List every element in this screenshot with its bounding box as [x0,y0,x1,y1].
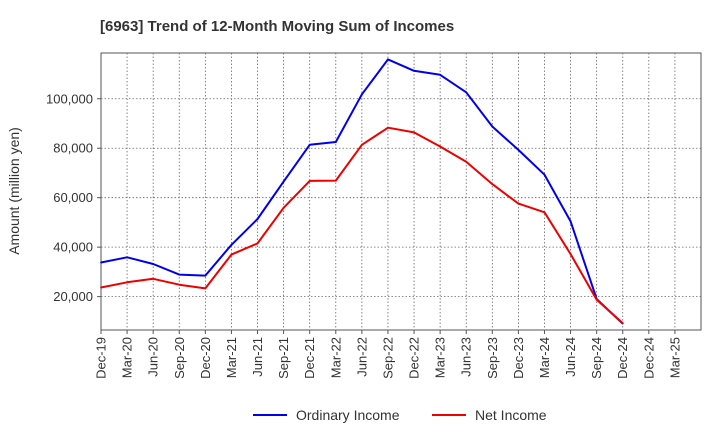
y-tick-label: 40,000 [53,240,93,255]
ordinary-income-point [282,180,285,183]
ordinary-income-legend-label: Ordinary Income [296,407,400,423]
ordinary-income-point [100,261,102,264]
x-tick-label: Dec-24 [615,337,630,379]
x-tick-label: Dec-23 [511,337,526,379]
ordinary-income-point [361,93,363,96]
net-income-point [282,206,285,209]
x-tick-label: Dec-19 [94,337,109,379]
grid-lines [101,53,701,330]
ordinary-income-point [491,125,494,128]
legend: Ordinary Income Net Income [253,407,547,423]
net-income-point [178,283,181,286]
net-income-point [361,143,363,146]
x-tick-label: Dec-22 [407,337,422,379]
y-tick-label: 20,000 [53,289,93,304]
x-tick-label: Mar-20 [120,337,135,378]
series-lines [100,58,624,325]
x-tick-label: Dec-21 [302,337,317,379]
net-income-point [387,126,389,129]
net-income-point [308,180,311,182]
x-tick-label: Mar-24 [537,337,552,378]
ordinary-income-point [387,58,389,61]
ordinary-income-point [543,173,546,176]
x-tick-label: Jun-23 [459,337,474,377]
x-tick-label: Mar-23 [433,337,448,378]
net-income-point [621,322,624,324]
ordinary-income-point [465,91,468,94]
x-tick-label: Jun-22 [354,337,369,377]
y-tick-label: 60,000 [53,190,93,205]
net-income-point [595,298,598,301]
x-axis-ticks: Dec-19 Mar-20 Jun-20 Sep-20 Dec-20 Mar-21 Jun-… [94,330,682,379]
net-income-point [152,277,155,280]
x-tick-label: Mar-22 [328,337,343,378]
ordinary-income-point [178,273,181,276]
x-tick-label: Dec-20 [198,337,213,379]
x-tick-label: Jun-21 [250,337,265,377]
x-tick-label: Dec-24 [641,337,656,379]
ordinary-income-point [126,256,128,259]
net-income-point [465,160,468,163]
y-tick-label: 80,000 [53,141,93,156]
ordinary-income-point [308,143,311,146]
net-income-point [256,242,259,245]
net-income-point [334,179,337,182]
x-tick-label: Mar-25 [667,337,682,378]
y-tick-label: 100,000 [46,91,93,106]
ordinary-income-point [256,218,259,220]
x-tick-label: Jun-24 [563,337,578,377]
net-income-point [204,287,207,290]
x-tick-label: Sep-20 [172,337,187,379]
chart-title: [6963] Trend of 12-Month Moving Sum of I… [100,18,454,35]
x-tick-label: Sep-24 [589,337,604,379]
net-income-point [439,145,441,148]
x-tick-label: Mar-21 [224,337,239,378]
ordinary-income-point [204,274,207,277]
x-tick-label: Sep-23 [485,337,500,379]
ordinary-income-point [230,244,233,246]
y-axis-label: Amount (million yen) [6,127,22,255]
y-axis-ticks: 20,000 40,000 60,000 80,000 100,000 [46,91,101,304]
x-tick-label: Sep-21 [276,337,291,379]
ordinary-income-point [334,141,337,143]
net-income-point [517,202,520,205]
net-income-point [100,286,102,289]
net-income-point [543,211,546,214]
x-tick-label: Jun-20 [146,337,161,377]
net-income-point [230,253,233,256]
ordinary-income-point [569,220,572,223]
ordinary-income-point [152,263,155,265]
ordinary-income-point [439,73,441,76]
x-tick-label: Sep-22 [380,337,395,379]
net-income-point [413,131,415,134]
net-income-point [569,253,572,256]
plot-area [100,52,702,331]
net-income-point [491,183,494,186]
net-income-legend-label: Net Income [475,407,547,423]
ordinary-income-point [517,149,520,151]
net-income-point [126,281,128,284]
ordinary-income-point [413,69,415,72]
